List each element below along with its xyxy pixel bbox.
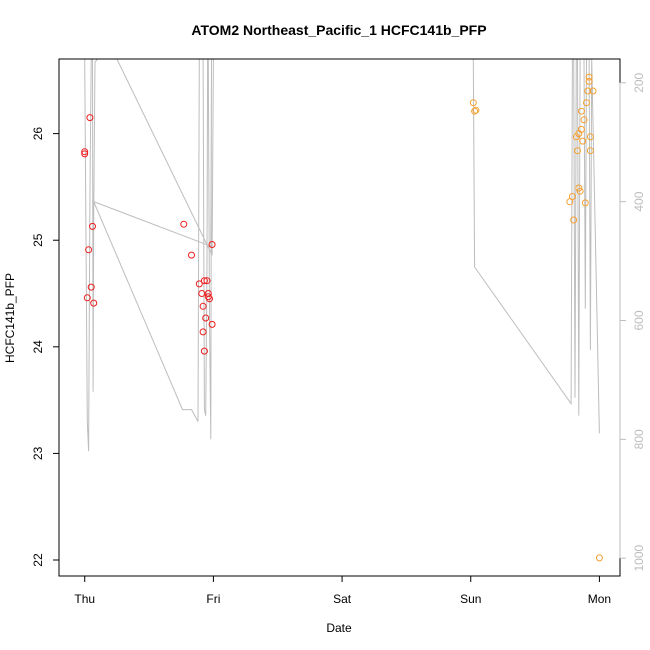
data-point-red bbox=[199, 302, 207, 310]
data-point-red bbox=[203, 277, 211, 285]
data-point-orange bbox=[577, 125, 585, 133]
data-point-orange bbox=[576, 187, 584, 195]
x-axis-label: Date bbox=[326, 621, 352, 635]
data-point-orange bbox=[580, 116, 588, 124]
y-tick-label: 26 bbox=[31, 127, 45, 141]
y-tick-label: 24 bbox=[31, 340, 45, 354]
data-point-orange bbox=[577, 107, 585, 115]
altitude-tick-label: 800 bbox=[632, 429, 646, 449]
data-point-orange bbox=[595, 554, 603, 562]
y-tick-label: 22 bbox=[31, 553, 45, 567]
data-point-orange bbox=[568, 193, 576, 200]
x-tick-label: Mon bbox=[588, 592, 611, 606]
data-point-orange bbox=[589, 87, 597, 95]
x-axis: Thu Fri Sat Sun Mon bbox=[74, 575, 611, 606]
data-point-orange bbox=[579, 137, 587, 145]
data-point-orange bbox=[575, 184, 583, 192]
altitude-line bbox=[84, 58, 600, 452]
data-point-orange bbox=[574, 147, 581, 155]
data-point-orange bbox=[581, 199, 589, 207]
data-point-red bbox=[81, 150, 89, 158]
data-point-red bbox=[180, 220, 188, 228]
data-point-red bbox=[200, 277, 208, 285]
chart-title: ATOM2 Northeast_Pacific_1 HCFC141b_PFP bbox=[191, 22, 486, 38]
data-point-red bbox=[188, 251, 195, 259]
data-point-red bbox=[83, 294, 91, 302]
altitude-tick-label: 1000 bbox=[632, 545, 646, 572]
data-point-red bbox=[85, 246, 93, 254]
data-point-red bbox=[208, 320, 216, 328]
data-point-red bbox=[200, 347, 208, 355]
data-point-red bbox=[90, 299, 98, 307]
x-tick-label: Fri bbox=[206, 592, 220, 606]
data-point-red bbox=[204, 290, 212, 297]
x-tick-label: Sat bbox=[333, 592, 352, 606]
altitude-tick-label: 400 bbox=[632, 191, 646, 211]
data-point-red bbox=[206, 295, 213, 303]
x-tick-label: Sun bbox=[460, 592, 481, 606]
data-point-red bbox=[202, 314, 210, 322]
altitude-axis: 200 400 600 800 1000 bbox=[619, 72, 646, 572]
plot-area bbox=[81, 58, 603, 562]
data-point-orange bbox=[583, 99, 590, 107]
data-point-orange bbox=[585, 77, 593, 85]
y-axis: 22 23 24 25 26 bbox=[31, 127, 60, 567]
data-point-orange bbox=[584, 87, 592, 95]
y-tick-label: 23 bbox=[31, 446, 45, 460]
data-point-orange bbox=[472, 106, 480, 114]
altitude-tick-label: 200 bbox=[632, 72, 646, 92]
data-point-red bbox=[86, 114, 94, 122]
data-point-red bbox=[87, 283, 95, 291]
data-point-orange bbox=[586, 133, 594, 141]
y-tick-label: 25 bbox=[31, 233, 45, 247]
data-point-red bbox=[89, 222, 96, 230]
data-point-red bbox=[81, 148, 89, 156]
data-point-orange bbox=[570, 216, 578, 224]
data-point-orange bbox=[586, 147, 594, 155]
data-point-red bbox=[195, 280, 203, 288]
data-point-red bbox=[208, 241, 216, 248]
data-point-red bbox=[199, 328, 207, 336]
data-point-orange bbox=[585, 73, 593, 81]
data-point-orange bbox=[471, 107, 479, 115]
y-axis-label: HCFC141b_PFP bbox=[3, 273, 17, 363]
data-point-orange bbox=[469, 99, 477, 107]
x-tick-label: Thu bbox=[74, 592, 95, 606]
altitude-tick-label: 600 bbox=[632, 310, 646, 330]
